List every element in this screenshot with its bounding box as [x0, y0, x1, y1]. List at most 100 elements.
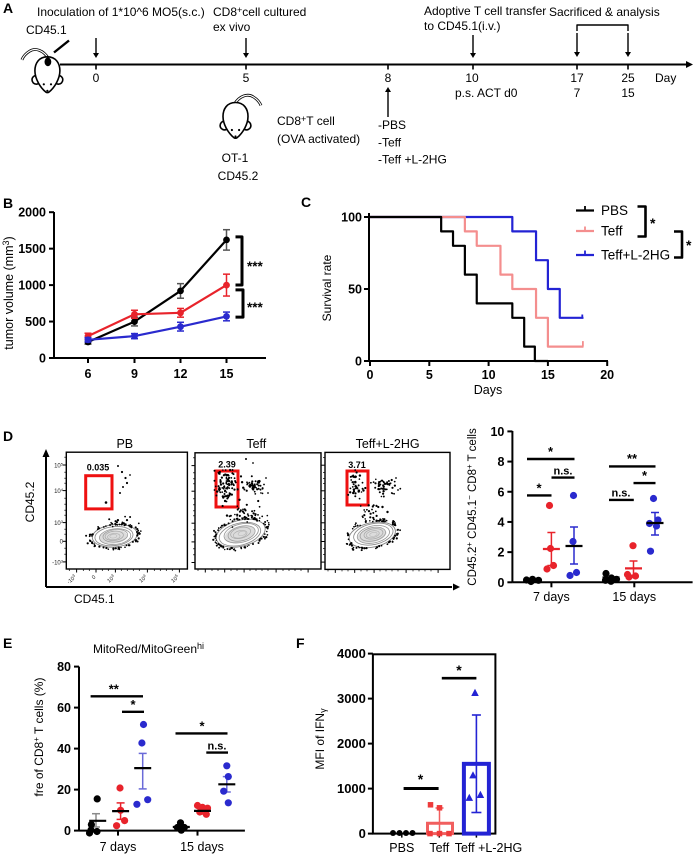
svg-text:CD45.2: CD45.2: [218, 169, 259, 183]
svg-text:80: 80: [57, 660, 71, 674]
svg-text:0.035: 0.035: [87, 463, 110, 473]
svg-text:to CD45.1(i.v.): to CD45.1(i.v.): [424, 19, 500, 33]
svg-text:10: 10: [465, 71, 479, 85]
svg-text:1000: 1000: [18, 279, 46, 293]
svg-text:ex vivo: ex vivo: [213, 20, 251, 34]
svg-text:40: 40: [57, 742, 71, 756]
svg-text:17: 17: [570, 71, 584, 85]
svg-text:Teff: Teff: [601, 224, 623, 239]
svg-text:8: 8: [385, 71, 392, 85]
svg-text:7 days: 7 days: [533, 590, 570, 604]
svg-text:4000: 4000: [337, 646, 366, 661]
svg-text:20: 20: [600, 368, 614, 382]
svg-text:C: C: [301, 194, 311, 210]
svg-text:6: 6: [497, 485, 504, 499]
svg-text:*: *: [418, 771, 424, 787]
svg-text:*: *: [199, 718, 205, 733]
svg-text:12: 12: [174, 367, 188, 381]
svg-text:0: 0: [60, 540, 64, 546]
svg-text:500: 500: [25, 315, 46, 329]
svg-text:PBS: PBS: [601, 203, 628, 218]
svg-text:Teff: Teff: [429, 841, 449, 855]
svg-text:n.s.: n.s.: [554, 466, 573, 478]
svg-text:n.s.: n.s.: [612, 488, 631, 500]
svg-text:3000: 3000: [337, 691, 366, 706]
svg-text:25: 25: [621, 71, 635, 85]
svg-text:0: 0: [39, 352, 46, 366]
svg-text:103: 103: [105, 572, 117, 584]
svg-text:-Teff +L-2HG: -Teff +L-2HG: [378, 153, 447, 167]
svg-text:6: 6: [85, 367, 92, 381]
svg-text:Teff: Teff: [246, 437, 266, 451]
svg-text:20: 20: [57, 783, 71, 797]
svg-text:CD45.1: CD45.1: [74, 592, 115, 606]
svg-text:10: 10: [490, 425, 504, 439]
svg-text:***: ***: [247, 300, 264, 315]
svg-text:2000: 2000: [18, 206, 46, 220]
svg-text:F: F: [296, 635, 305, 651]
svg-text:-103: -103: [52, 559, 64, 567]
svg-text:CD8+T cell: CD8+T cell: [277, 114, 335, 128]
svg-text:7: 7: [574, 86, 581, 100]
svg-text:50: 50: [348, 283, 362, 297]
svg-text:PB: PB: [116, 437, 133, 451]
svg-text:0: 0: [64, 824, 71, 838]
svg-text:-PBS: -PBS: [378, 118, 406, 132]
svg-text:*: *: [456, 662, 462, 678]
svg-text:**: **: [627, 451, 638, 466]
svg-text:15 days: 15 days: [612, 590, 656, 604]
svg-text:105: 105: [169, 572, 181, 584]
svg-text:MitoRed/MitoGreenhi: MitoRed/MitoGreenhi: [93, 641, 204, 656]
svg-text:104: 104: [54, 487, 64, 495]
svg-text:Inoculation of 1*10^6 MO5(s.c.: Inoculation of 1*10^6 MO5(s.c.): [37, 5, 205, 19]
svg-text:4: 4: [497, 515, 504, 529]
svg-text:fre of CD8+ T cells (%): fre of CD8+ T cells (%): [32, 678, 46, 797]
svg-text:**: **: [109, 682, 120, 697]
svg-text:15: 15: [220, 367, 234, 381]
svg-text:*: *: [548, 444, 554, 459]
svg-text:***: ***: [247, 259, 264, 274]
svg-text:Teff +L-2HG: Teff +L-2HG: [455, 841, 523, 855]
svg-text:2: 2: [497, 546, 504, 560]
svg-text:CD8+cell cultured: CD8+cell cultured: [213, 5, 306, 19]
svg-text:(OVA activated): (OVA activated): [277, 132, 360, 146]
svg-text:PBS: PBS: [389, 841, 414, 855]
svg-text:p.s. ACT d0: p.s. ACT d0: [455, 86, 518, 100]
svg-text:2000: 2000: [337, 736, 366, 751]
svg-text:*: *: [642, 468, 648, 483]
svg-text:15: 15: [541, 368, 555, 382]
svg-text:A: A: [3, 0, 13, 16]
svg-text:*: *: [686, 237, 692, 253]
svg-text:5: 5: [243, 71, 250, 85]
svg-text:Teff+L-2HG: Teff+L-2HG: [356, 437, 420, 451]
svg-text:E: E: [3, 635, 12, 651]
svg-text:-Teff: -Teff: [378, 136, 402, 150]
svg-text:*: *: [650, 215, 656, 231]
svg-text:103: 103: [54, 519, 64, 527]
svg-text:OT-1: OT-1: [222, 151, 249, 165]
svg-text:Day: Day: [655, 71, 676, 85]
svg-text:0: 0: [93, 71, 100, 85]
svg-text:Survival rate: Survival rate: [320, 254, 334, 321]
svg-text:Adoptive T cell transfer: Adoptive T cell transfer: [424, 4, 546, 18]
svg-text:5: 5: [426, 368, 433, 382]
svg-text:8: 8: [497, 455, 504, 469]
svg-text:B: B: [3, 195, 13, 211]
svg-text:D: D: [3, 428, 13, 444]
svg-text:Days: Days: [474, 383, 502, 397]
svg-text:0: 0: [367, 368, 374, 382]
svg-text:tumor volume (mm3): tumor volume (mm3): [1, 236, 16, 349]
svg-text:*: *: [130, 697, 136, 712]
svg-text:105: 105: [54, 462, 64, 470]
svg-text:1500: 1500: [18, 242, 46, 256]
svg-text:CD45.2: CD45.2: [23, 481, 37, 522]
svg-text:Sacrificed & analysis: Sacrificed & analysis: [549, 5, 660, 19]
svg-text:CD45.2+ CD45.1− CD8+ T cells: CD45.2+ CD45.1− CD8+ T cells: [465, 428, 479, 586]
svg-text:104: 104: [137, 572, 149, 584]
svg-text:10: 10: [482, 368, 496, 382]
svg-text:0: 0: [91, 574, 97, 581]
svg-text:9: 9: [131, 367, 138, 381]
svg-text:3.71: 3.71: [348, 460, 366, 470]
svg-text:0: 0: [355, 355, 362, 369]
svg-text:CD45.1: CD45.1: [26, 23, 67, 37]
